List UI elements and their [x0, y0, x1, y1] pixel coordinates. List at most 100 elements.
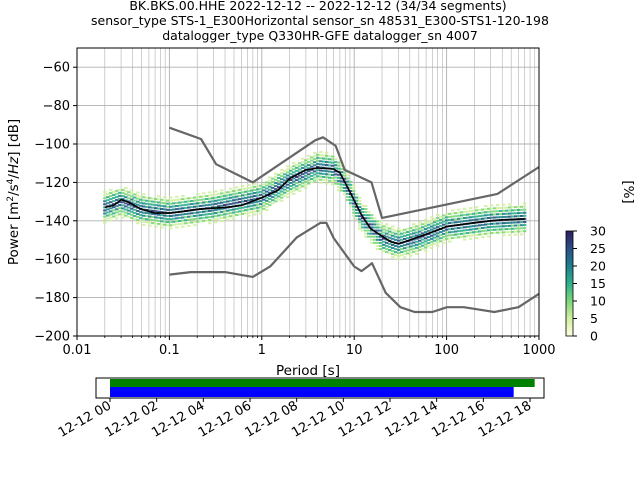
density-cell	[489, 225, 494, 228]
density-cell	[472, 234, 476, 237]
density-cell	[163, 199, 167, 202]
density-cell	[199, 220, 203, 223]
density-cell	[513, 230, 518, 233]
colorbar-tick-label: 0	[590, 329, 598, 344]
density-cell	[472, 228, 476, 231]
density-cell	[349, 186, 353, 189]
density-cell	[507, 212, 512, 215]
density-cell	[424, 237, 428, 240]
density-cell	[376, 229, 380, 232]
density-cell	[121, 204, 125, 207]
density-cell	[409, 236, 413, 239]
density-cell	[370, 220, 374, 223]
density-cell	[355, 196, 359, 199]
density-cell	[229, 199, 233, 202]
density-cell	[382, 225, 386, 228]
density-cell	[274, 191, 278, 194]
density-cell	[466, 232, 470, 235]
density-cell	[250, 186, 254, 189]
density-cell	[451, 237, 455, 240]
density-cell	[181, 213, 185, 216]
density-cell	[298, 174, 302, 177]
density-cell	[394, 248, 398, 251]
density-cell	[124, 196, 128, 199]
density-cell	[307, 164, 311, 167]
density-cell	[262, 183, 266, 186]
density-cell	[466, 228, 470, 231]
density-cell	[253, 207, 257, 210]
density-cell	[483, 229, 488, 232]
density-cell	[262, 198, 266, 201]
density-cell	[175, 226, 179, 229]
density-cell	[205, 198, 209, 201]
density-cell	[307, 176, 311, 179]
density-cell	[178, 207, 182, 210]
density-cell	[280, 193, 284, 196]
density-cell	[175, 214, 179, 217]
density-cell	[277, 180, 281, 183]
density-cell	[280, 168, 284, 171]
density-cell	[478, 208, 482, 211]
density-cell	[160, 198, 164, 201]
density-cell	[460, 217, 464, 220]
density-cell	[379, 223, 383, 226]
density-cell	[130, 189, 134, 192]
density-cell	[256, 200, 260, 203]
density-cell	[445, 213, 449, 216]
density-cell	[424, 224, 428, 227]
density-cell	[442, 214, 446, 217]
density-cell	[421, 247, 425, 250]
density-cell	[226, 191, 230, 194]
density-cell	[412, 226, 416, 229]
density-cell	[480, 214, 485, 217]
y-tick-label: −160	[34, 253, 70, 268]
density-cell	[436, 220, 440, 223]
density-cell	[436, 235, 440, 238]
density-cell	[340, 186, 344, 189]
density-cell	[310, 156, 314, 159]
density-cell	[154, 210, 158, 213]
density-cell	[361, 208, 365, 211]
density-cell	[516, 209, 521, 212]
density-cell	[400, 229, 404, 232]
density-cell	[475, 215, 479, 218]
colorbar-gradient	[565, 230, 574, 337]
density-cell	[118, 191, 122, 194]
density-cell	[352, 208, 356, 211]
density-cell	[304, 174, 308, 177]
density-cell	[343, 193, 347, 196]
density-cell	[226, 197, 230, 200]
density-cell	[319, 178, 323, 181]
colorbar-tick-label: 5	[590, 311, 598, 326]
density-cell	[118, 210, 122, 213]
density-cell	[373, 226, 377, 229]
density-cell	[391, 243, 395, 246]
density-cell	[301, 166, 305, 169]
density-cell	[370, 241, 374, 244]
density-cell	[394, 245, 398, 248]
density-cell	[442, 217, 446, 220]
density-cell	[307, 182, 311, 185]
density-cell	[280, 181, 284, 184]
density-cell	[358, 215, 362, 218]
density-cell	[103, 200, 107, 203]
density-cell	[325, 173, 329, 176]
density-cell	[127, 200, 131, 203]
density-cell	[190, 199, 194, 202]
density-cell	[199, 195, 203, 198]
density-cell	[334, 164, 338, 167]
density-cell	[307, 179, 311, 182]
density-cell	[322, 169, 326, 172]
density-cell	[226, 209, 230, 212]
density-cell	[196, 202, 200, 205]
density-cell	[400, 248, 404, 251]
density-cell	[495, 204, 500, 207]
density-cell	[184, 219, 188, 222]
density-cell	[214, 215, 218, 218]
density-cell	[157, 195, 161, 198]
density-cell	[406, 230, 410, 233]
density-cell	[513, 209, 518, 212]
density-cell	[442, 223, 446, 226]
y-tick-label: −200	[34, 330, 70, 345]
density-cell	[328, 158, 332, 161]
